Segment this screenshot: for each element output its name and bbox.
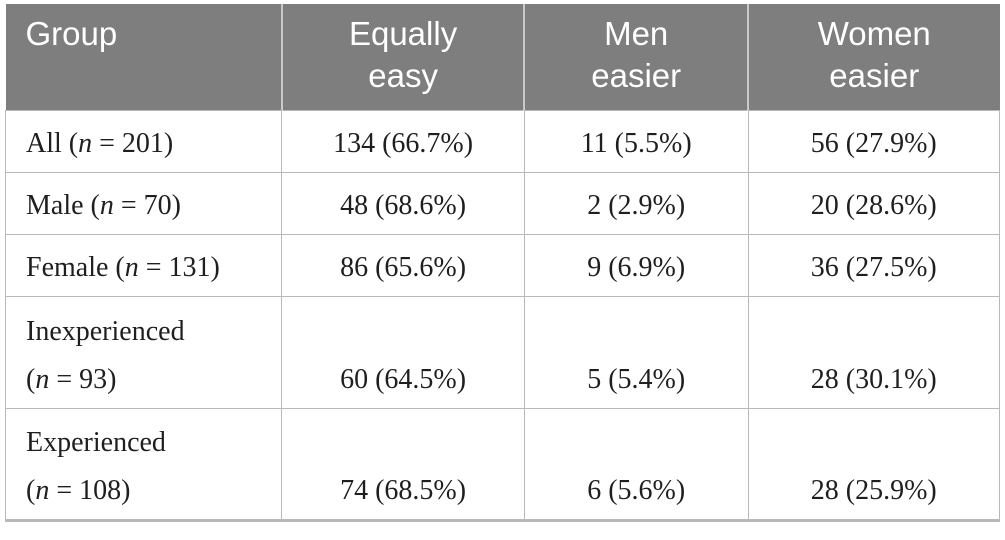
data-cell-all-women-easier: 56 (27.9%) bbox=[747, 109, 1000, 173]
table-row-male: Male (n = 70) 48 (68.6%) 2 (2.9%) 20 (28.6%… bbox=[4, 171, 1000, 235]
data-cell-female-women-easier: 36 (27.5%) bbox=[747, 233, 1000, 297]
label-text: = 70) bbox=[113, 189, 181, 221]
table-body: All (n = 201) 134 (66.7%) 11 (5.5%) 56 (27.… bbox=[4, 109, 1000, 522]
row-label-female: Female (n = 131) bbox=[4, 233, 283, 297]
table-row-all: All (n = 201) 134 (66.7%) 11 (5.5%) 56 (27.… bbox=[4, 109, 1000, 173]
table-row-experienced: Experienced (n = 108) 74 (68.5%) 6 (5.6%) 28… bbox=[4, 407, 1000, 522]
label-text: Experienced bbox=[26, 426, 166, 458]
label-text: = 108) bbox=[49, 474, 131, 506]
column-header-men-easier: Men easier bbox=[524, 4, 749, 110]
label-text: = 201) bbox=[92, 127, 174, 159]
table-row-female: Female (n = 131) 86 (65.6%) 9 (6.9%) 36 (27… bbox=[4, 233, 1000, 297]
column-header-line: easier bbox=[829, 57, 920, 94]
column-header-group: Group bbox=[5, 4, 283, 110]
label-text: = 93) bbox=[49, 363, 117, 395]
row-label-line: All (n = 201) bbox=[26, 120, 271, 168]
label-text: Inexperienced bbox=[26, 315, 185, 347]
data-cell-inexperienced-women-easier: 28 (30.1%) bbox=[747, 295, 1000, 409]
data-cell-male-equally-easy: 48 (68.6%) bbox=[281, 171, 525, 235]
data-cell-experienced-men-easier: 6 (5.6%) bbox=[523, 407, 749, 522]
data-cell-all-equally-easy: 134 (66.7%) bbox=[281, 109, 525, 173]
data-cell-all-men-easier: 11 (5.5%) bbox=[523, 109, 749, 173]
label-text: Male ( bbox=[26, 189, 100, 221]
column-header-line: Women bbox=[817, 15, 931, 52]
row-label-experienced: Experienced (n = 108) bbox=[4, 407, 283, 522]
label-text: All ( bbox=[26, 127, 79, 159]
row-label-inexperienced: Inexperienced (n = 93) bbox=[4, 295, 283, 409]
row-label-line: (n = 108) bbox=[26, 467, 271, 515]
sample-size-n: n bbox=[35, 474, 50, 506]
row-label-line: Male (n = 70) bbox=[26, 182, 271, 230]
data-cell-inexperienced-men-easier: 5 (5.4%) bbox=[523, 295, 749, 409]
data-cell-male-women-easier: 20 (28.6%) bbox=[747, 171, 1000, 235]
sample-size-n: n bbox=[99, 189, 114, 221]
data-cell-female-equally-easy: 86 (65.6%) bbox=[281, 233, 525, 297]
label-text: Female ( bbox=[26, 251, 125, 283]
table-figure: Group Equally easy Men easier Women easier All… bbox=[4, 4, 1000, 522]
row-label-male: Male (n = 70) bbox=[4, 171, 283, 235]
column-header-line: easy bbox=[368, 57, 438, 94]
sample-size-n: n bbox=[124, 251, 139, 283]
table-row-inexperienced: Inexperienced (n = 93) 60 (64.5%) 5 (5.4%) 2… bbox=[4, 295, 1000, 409]
column-header-line: Men bbox=[604, 15, 669, 52]
row-label-all: All (n = 201) bbox=[4, 109, 283, 173]
sample-size-n: n bbox=[78, 127, 93, 159]
header-row: Group Equally easy Men easier Women easier bbox=[5, 4, 1000, 110]
data-cell-inexperienced-equally-easy: 60 (64.5%) bbox=[281, 295, 525, 409]
sample-size-n: n bbox=[35, 363, 50, 395]
column-header-line: easier bbox=[591, 57, 682, 94]
row-label-line: (n = 93) bbox=[26, 356, 271, 404]
label-text: ( bbox=[26, 474, 36, 506]
row-label-line: Inexperienced bbox=[26, 308, 271, 356]
column-header-line: Equally bbox=[348, 15, 458, 52]
data-cell-experienced-women-easier: 28 (25.9%) bbox=[747, 407, 1000, 522]
data-cell-experienced-equally-easy: 74 (68.5%) bbox=[281, 407, 525, 522]
row-label-line: Experienced bbox=[26, 419, 271, 467]
label-text: ( bbox=[26, 363, 36, 395]
row-label-line: Female (n = 131) bbox=[26, 244, 271, 292]
column-header-women-easier: Women easier bbox=[748, 4, 1000, 110]
data-cell-male-men-easier: 2 (2.9%) bbox=[523, 171, 749, 235]
table-header: Group Equally easy Men easier Women easier bbox=[5, 4, 1000, 110]
label-text: = 131) bbox=[138, 251, 220, 283]
column-header-equally-easy: Equally easy bbox=[281, 4, 526, 110]
results-table: Group Equally easy Men easier Women easier All… bbox=[4, 4, 1000, 522]
column-header-line: Group bbox=[25, 15, 118, 52]
data-cell-female-men-easier: 9 (6.9%) bbox=[523, 233, 749, 297]
